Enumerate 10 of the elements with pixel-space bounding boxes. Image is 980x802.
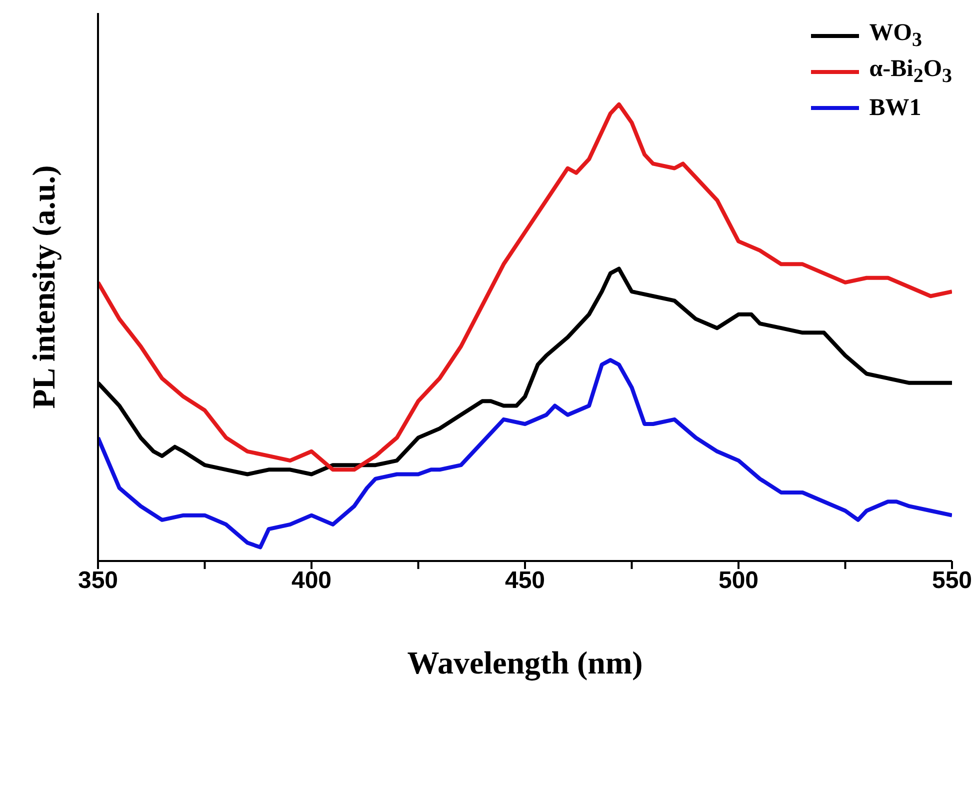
legend-label: α-Bi$_{2}$O$_{3}$ bbox=[869, 56, 952, 88]
legend-label: WO$_{3}$ bbox=[869, 20, 922, 52]
x-tick-label: 400 bbox=[291, 567, 332, 594]
x-tick-label: 350 bbox=[78, 567, 118, 594]
legend-label: BW1 bbox=[869, 94, 922, 122]
x-tick-label: 500 bbox=[718, 567, 759, 594]
x-tick-label: 450 bbox=[504, 567, 546, 594]
y-axis-title: PL intensity (a.u.) bbox=[25, 165, 62, 409]
x-axis-title: Wavelength (nm) bbox=[407, 644, 643, 682]
x-tick-label: 550 bbox=[932, 567, 972, 594]
